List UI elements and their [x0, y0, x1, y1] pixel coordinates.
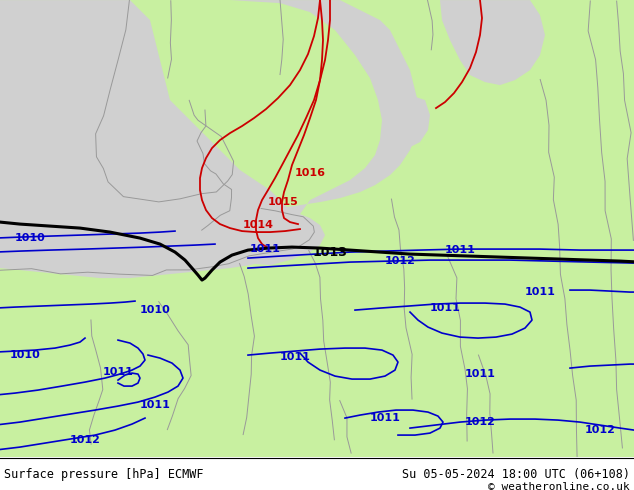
Text: 1014: 1014	[243, 220, 274, 230]
Text: 1011: 1011	[250, 244, 280, 254]
Text: 1011: 1011	[280, 352, 311, 362]
Text: 1011: 1011	[103, 367, 133, 377]
Text: 1010: 1010	[139, 305, 171, 315]
Text: 1012: 1012	[465, 417, 495, 427]
Text: Su 05-05-2024 18:00 UTC (06+108): Su 05-05-2024 18:00 UTC (06+108)	[402, 468, 630, 481]
Text: Surface pressure [hPa] ECMWF: Surface pressure [hPa] ECMWF	[4, 468, 204, 481]
Polygon shape	[440, 0, 545, 85]
Text: 1010: 1010	[15, 233, 46, 243]
Text: 1015: 1015	[268, 197, 299, 207]
Text: 1011: 1011	[465, 369, 495, 379]
Text: 1010: 1010	[10, 350, 41, 360]
Text: 1011: 1011	[430, 303, 460, 313]
Polygon shape	[150, 0, 420, 265]
Text: 1012: 1012	[70, 435, 100, 445]
Text: 1012: 1012	[385, 256, 415, 266]
Text: © weatheronline.co.uk: © weatheronline.co.uk	[488, 482, 630, 490]
Text: 1011: 1011	[370, 413, 401, 423]
Polygon shape	[0, 0, 310, 278]
Text: 1011: 1011	[139, 400, 171, 410]
Text: 1016: 1016	[295, 168, 326, 178]
Text: 1013: 1013	[313, 245, 347, 259]
Text: 1012: 1012	[585, 425, 616, 435]
Text: 1011: 1011	[524, 287, 555, 297]
Polygon shape	[387, 95, 430, 148]
Text: 1011: 1011	[444, 245, 476, 255]
